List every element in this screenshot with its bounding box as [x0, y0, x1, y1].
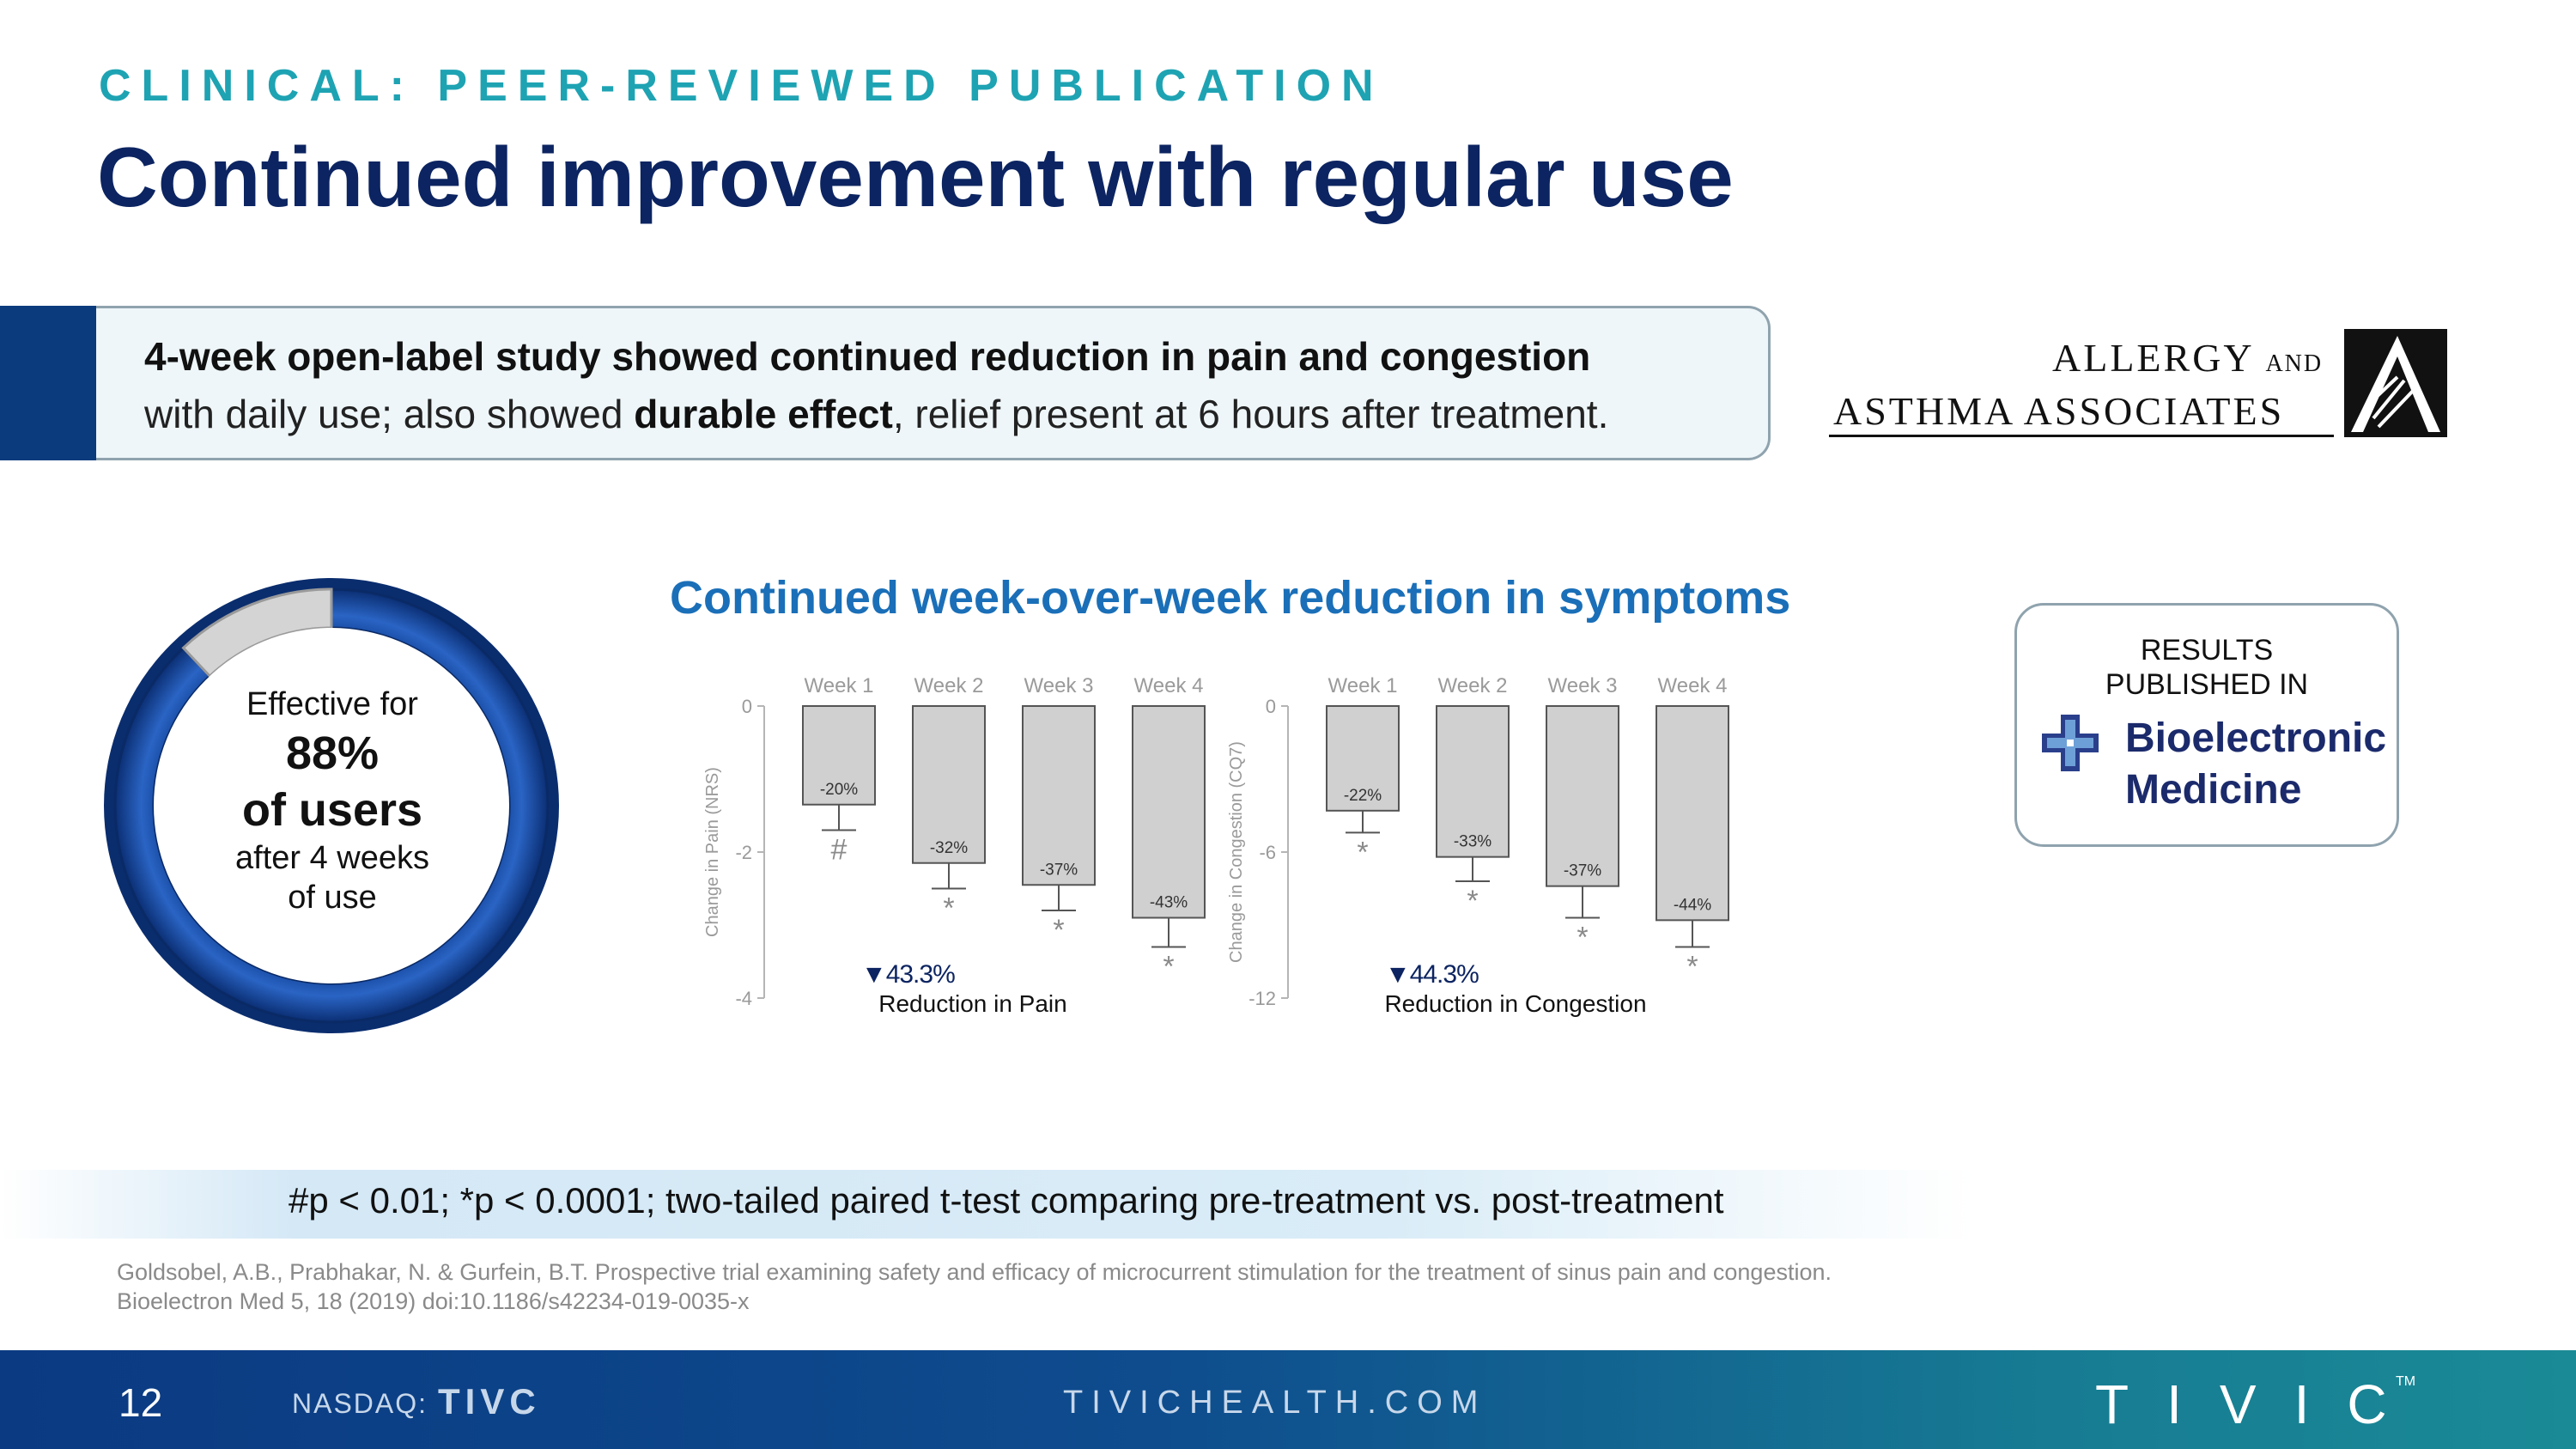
significance-marker: *	[1053, 914, 1064, 947]
journal-name-line-2: Medicine	[2125, 767, 2302, 813]
x-category-label: Week 2	[1438, 674, 1508, 697]
significance-marker: #	[831, 834, 848, 867]
partner-logo-and: AND	[2265, 350, 2324, 377]
bar	[1022, 705, 1096, 886]
footnote-band	[0, 1170, 1975, 1239]
bar	[912, 705, 986, 864]
y-axis-label: Change in Pain (NRS)	[703, 767, 722, 937]
website-link[interactable]: TIVICHEALTH.COM	[1063, 1385, 1487, 1421]
callout-box	[0, 306, 1771, 460]
x-category-label: Week 4	[1134, 674, 1204, 697]
x-category-label: Week 1	[805, 674, 874, 697]
donut-label: Effective for 88% of users after 4 weeks…	[182, 684, 483, 917]
callout-line-2-pre: with daily use; also showed	[144, 392, 635, 436]
bar-value-label: -20%	[820, 781, 858, 799]
y-tick-label: -12	[1249, 988, 1276, 1009]
partner-logo-rule	[1829, 435, 2334, 437]
summary-label: Reduction in Pain	[878, 990, 1066, 1017]
callout-line-2-post: , relief present at 6 hours after treatm…	[892, 392, 1609, 436]
donut-text-3: of users	[241, 784, 423, 836]
bar-value-label: -44%	[1674, 896, 1711, 914]
ring-inner-hole	[154, 628, 509, 983]
significance-marker: *	[1163, 951, 1174, 983]
bar-value-label: -32%	[930, 839, 968, 857]
partner-logo-allergy: ALLERGY	[2052, 336, 2253, 380]
symptom-bar-charts: 0 -2 -4 Change in Pain (NRS) Week 1 -20% # Week…	[703, 674, 1729, 1017]
publication-label-2: PUBLISHED IN	[2105, 668, 2309, 701]
donut-text-4: after 4 weeks	[235, 840, 429, 876]
chart-title: Continued week-over-week reduction in sy…	[670, 572, 1791, 624]
significance-marker: *	[1357, 836, 1368, 868]
citation-line-1: Goldsobel, A.B., Prabhakar, N. & Gurfein…	[117, 1259, 1832, 1285]
x-category-label: Week 1	[1328, 674, 1398, 697]
x-category-label: Week 2	[914, 674, 984, 697]
partner-logo-line-1: ALLERGY AND	[2052, 335, 2323, 381]
bar-value-label: -37%	[1040, 861, 1078, 879]
journal-name-line-1: Bioelectronic	[2125, 715, 2387, 761]
donut-text-1: Effective for	[246, 686, 418, 722]
x-category-label: Week 3	[1024, 674, 1094, 697]
tivic-logo-tm: TM	[2396, 1374, 2416, 1389]
callout-line-2-bold: durable effect	[634, 392, 893, 436]
significance-marker: *	[943, 892, 954, 925]
bar-value-label: -33%	[1454, 833, 1492, 851]
y-tick-label: -2	[735, 842, 752, 863]
bar	[1656, 705, 1729, 922]
x-category-label: Week 3	[1548, 674, 1618, 697]
bar	[1546, 705, 1619, 887]
publication-label-1: RESULTS	[2140, 634, 2274, 667]
bioelectronic-medicine-logo-icon	[2042, 715, 2099, 771]
y-tick-label: -4	[735, 988, 752, 1009]
bar	[1326, 705, 1400, 812]
partner-logo-line-2: ASTHMA ASSOCIATES	[1833, 389, 2285, 433]
bar-value-label: -37%	[1564, 862, 1601, 880]
tivic-logo: TIVIC	[2095, 1373, 2425, 1435]
effectiveness-donut	[104, 578, 559, 1033]
bar	[1132, 705, 1206, 919]
bar	[1436, 705, 1510, 858]
x-category-label: Week 4	[1658, 674, 1728, 697]
summary-label: Reduction in Congestion	[1384, 990, 1646, 1017]
callout-line-2: with daily use; also showed durable effe…	[144, 391, 1608, 437]
aaa-a-logo-icon	[2344, 329, 2447, 437]
citation-line-2: Bioelectron Med 5, 18 (2019) doi:10.1186…	[117, 1288, 750, 1314]
y-axis-label: Change in Congestion (CQ7)	[1227, 741, 1246, 963]
eyebrow-label: CLINICAL: PEER-REVIEWED PUBLICATION	[99, 61, 1384, 111]
y-tick-label: -6	[1259, 842, 1276, 863]
page-number: 12	[118, 1380, 163, 1425]
bar-value-label: -43%	[1150, 894, 1188, 912]
footnote: #p < 0.01; *p < 0.0001; two-tailed paire…	[289, 1180, 1724, 1221]
page-title: Continued improvement with regular use	[97, 130, 1734, 224]
callout-accent-bar	[0, 306, 96, 460]
donut-text-5: of use	[288, 880, 377, 916]
bar-value-label: -22%	[1344, 787, 1382, 805]
significance-marker: *	[1686, 951, 1698, 983]
nasdaq-label: NASDAQ:	[292, 1388, 428, 1419]
significance-marker: *	[1467, 885, 1478, 917]
callout-line-1: 4-week open-label study showed continued…	[144, 334, 1591, 379]
y-tick-label: 0	[742, 696, 752, 717]
nasdaq-ticker: TIVC	[438, 1381, 541, 1422]
footer-bar	[0, 1350, 2576, 1449]
summary-percent: ▼43.3%	[861, 960, 955, 989]
summary-percent: ▼44.3%	[1385, 960, 1479, 989]
donut-percent: 88%	[285, 728, 380, 779]
significance-marker: *	[1577, 922, 1588, 954]
y-tick-label: 0	[1266, 696, 1276, 717]
